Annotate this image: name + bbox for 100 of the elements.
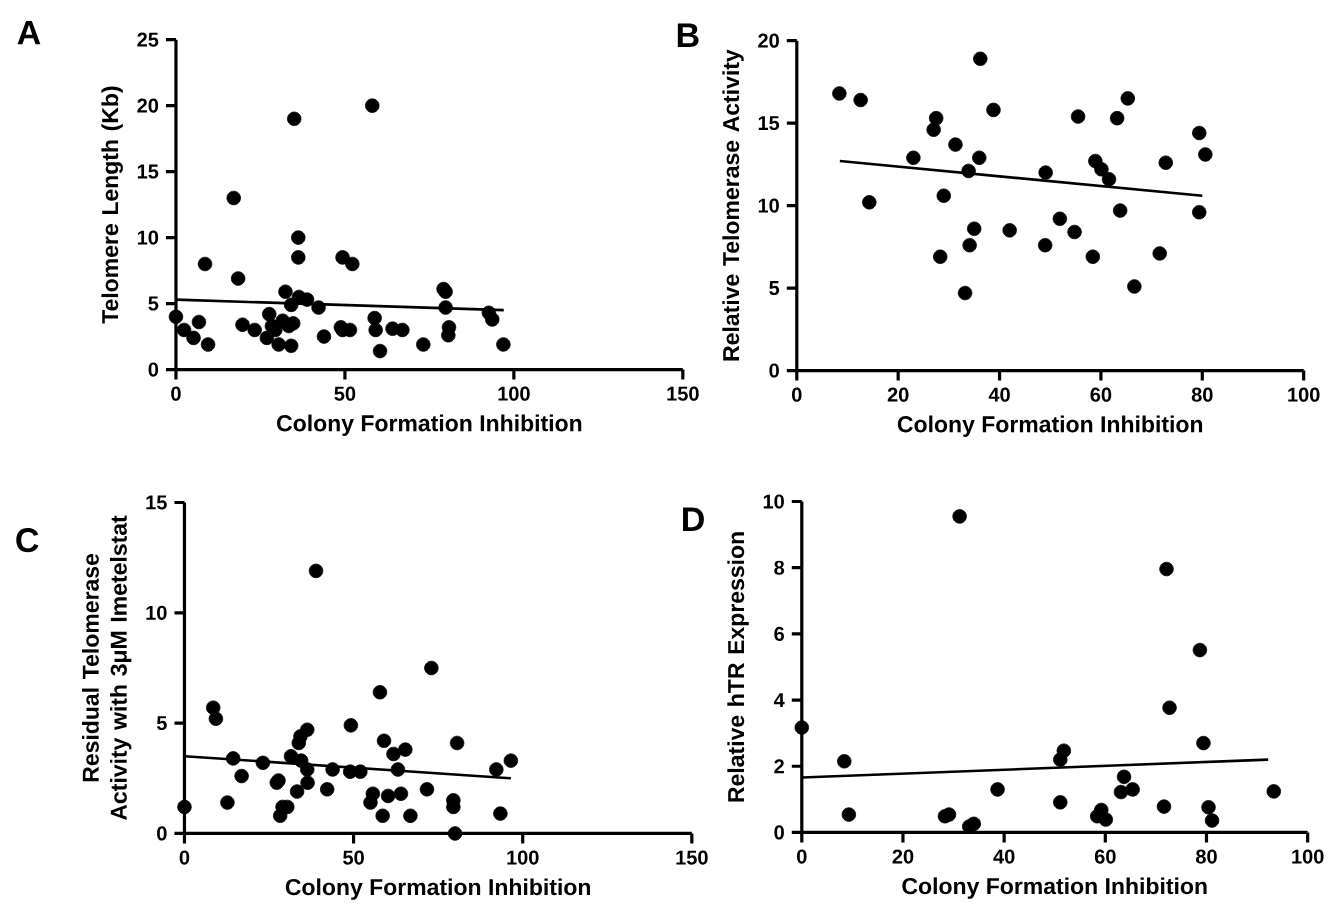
y-tick-label: 0 (774, 825, 784, 840)
point (485, 312, 500, 327)
point (447, 826, 463, 841)
point (376, 733, 392, 748)
x-tick-label: 20 (887, 387, 909, 402)
point (986, 102, 1001, 117)
y-tick-label: 0 (148, 362, 159, 377)
point (289, 784, 305, 799)
point (853, 92, 868, 108)
point (186, 330, 201, 345)
y-tick-label: 25 (137, 32, 159, 47)
point (375, 808, 390, 823)
point (372, 343, 388, 359)
point (393, 786, 409, 801)
point (1002, 222, 1017, 238)
y-axis-title: Relative hTR Expression (727, 532, 749, 802)
x-tick-label: 60 (1094, 849, 1116, 864)
point (300, 775, 315, 790)
point (1204, 813, 1220, 828)
point (1159, 561, 1174, 577)
point (234, 768, 249, 784)
point (225, 751, 241, 766)
point (972, 150, 987, 165)
x-tick-label: 0 (792, 387, 802, 402)
x-axis-title: Colony Formation Inhibition (897, 415, 1203, 437)
y-tick-label: 20 (137, 98, 159, 113)
x-tick-label: 100 (1292, 849, 1324, 864)
y-tick-label: 4 (773, 692, 785, 707)
y-tick-label: 10 (763, 494, 784, 509)
point (1053, 794, 1068, 810)
point (1192, 125, 1207, 141)
x-tick-label: 0 (797, 849, 807, 864)
chart-title: B (677, 23, 699, 47)
point (291, 249, 306, 265)
point (287, 111, 302, 126)
point (271, 337, 286, 352)
point (343, 717, 359, 733)
point (363, 795, 378, 810)
point (962, 237, 977, 253)
point (1109, 110, 1125, 126)
point (841, 807, 857, 822)
point (403, 808, 418, 823)
point (168, 309, 184, 324)
y-tick-label: 15 (758, 115, 780, 130)
point (398, 742, 413, 757)
y-axis-title: Residual Telomerase Activity with 3μM Imetelstat (82, 515, 132, 820)
point (926, 122, 941, 137)
point (380, 788, 396, 803)
point (308, 563, 324, 578)
point (200, 337, 216, 352)
point (1094, 161, 1109, 177)
point (191, 314, 207, 330)
point (300, 762, 315, 777)
x-tick-label: 150 (676, 850, 708, 865)
point (367, 310, 382, 326)
point (386, 746, 401, 762)
point (967, 221, 982, 236)
point (1113, 784, 1129, 800)
point (335, 249, 350, 265)
point (961, 163, 976, 178)
y-axis-title: Telomere Length (Kb) (101, 86, 123, 324)
point (906, 150, 921, 165)
point (1266, 783, 1281, 799)
x-tick-label: 50 (334, 386, 356, 401)
x-tick-label: 100 (498, 386, 530, 401)
y-tick-label: 8 (774, 560, 785, 575)
y-tick-label: 5 (156, 715, 167, 730)
point (419, 781, 435, 797)
y-tick-label: 10 (146, 605, 167, 620)
x-tick-label: 40 (993, 849, 1015, 864)
point (416, 337, 431, 352)
y-tick-label: 5 (148, 296, 159, 311)
point (353, 764, 368, 779)
point (928, 110, 944, 126)
point (206, 700, 221, 715)
point (952, 509, 967, 524)
point (1125, 782, 1140, 797)
point (489, 762, 504, 777)
x-tick-label: 80 (1191, 387, 1213, 402)
point (226, 190, 241, 205)
y-tick-label: 6 (774, 626, 785, 641)
point (990, 782, 1005, 797)
point (1158, 155, 1173, 170)
point (1120, 90, 1135, 106)
point (272, 808, 288, 823)
point (449, 735, 465, 750)
x-axis-title: Colony Formation Inhibition (902, 877, 1207, 899)
point (936, 188, 951, 203)
point (230, 271, 246, 286)
point (365, 98, 380, 113)
point (832, 86, 847, 101)
y-tick-label: 2 (774, 759, 784, 774)
point (794, 720, 809, 735)
point (345, 256, 360, 271)
point (325, 762, 340, 777)
point (1201, 799, 1216, 815)
point (1127, 279, 1142, 294)
point (1156, 799, 1172, 814)
point (496, 337, 511, 352)
point (320, 781, 335, 797)
